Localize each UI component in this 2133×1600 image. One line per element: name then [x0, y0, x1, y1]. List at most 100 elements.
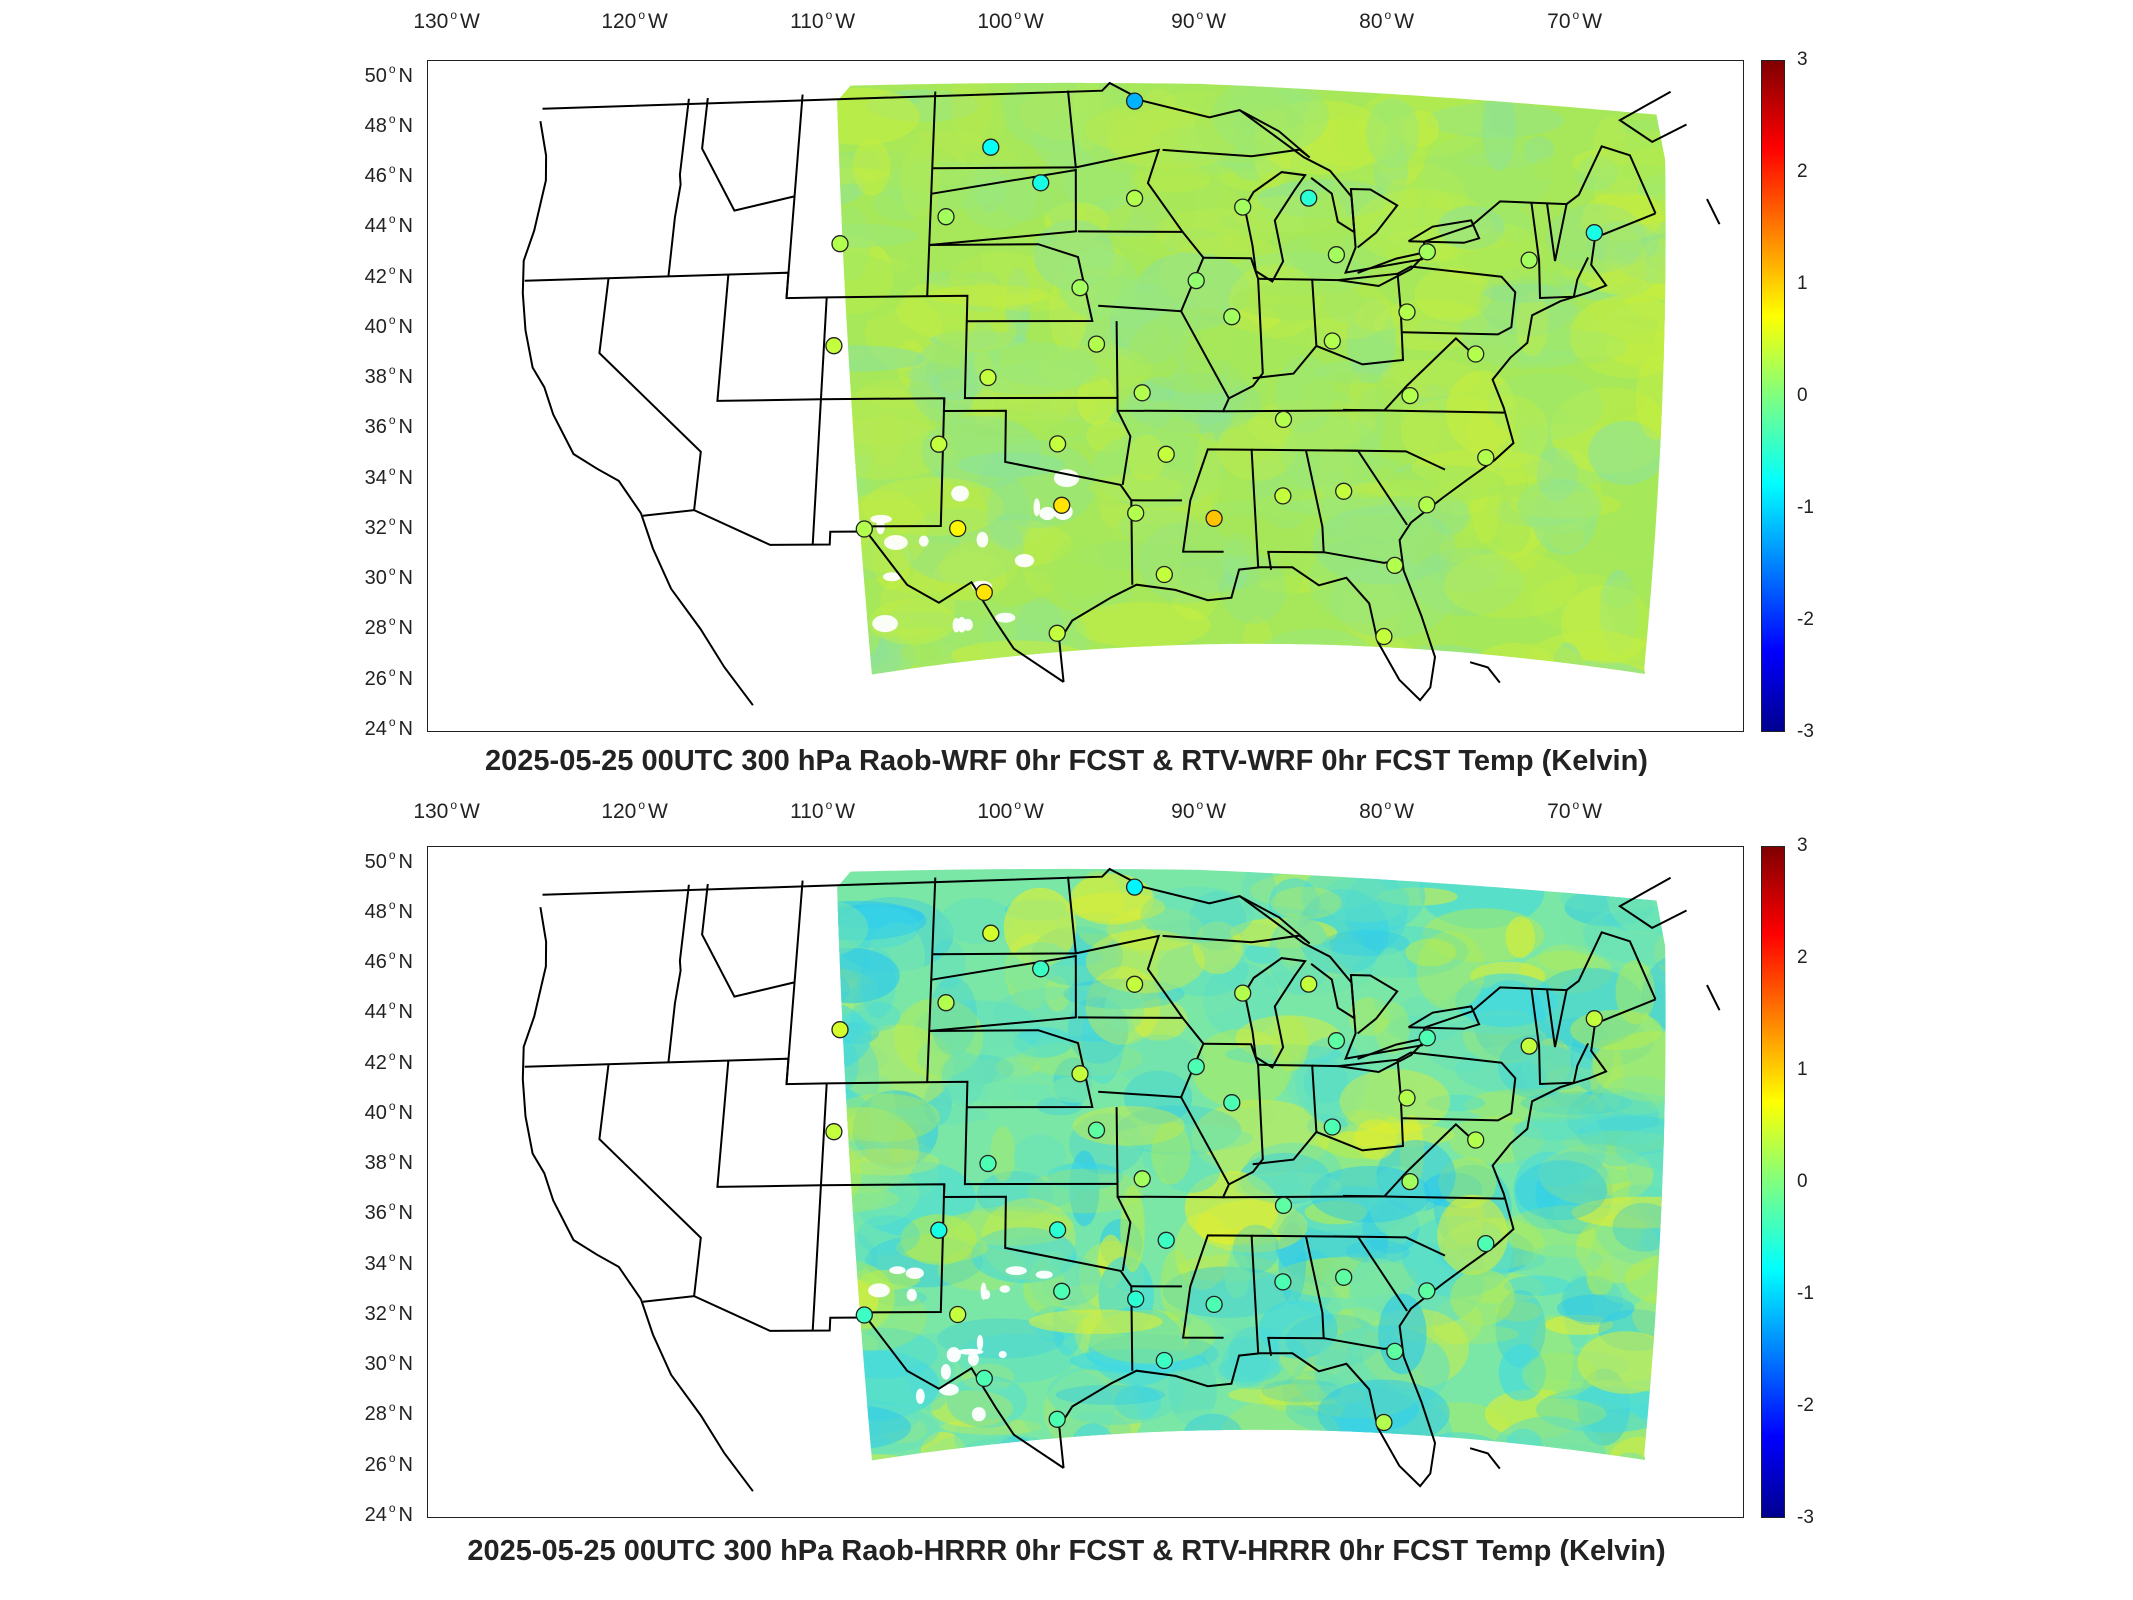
lon-tick-suffix: W	[648, 10, 668, 33]
map-frame-top[interactable]	[427, 60, 1744, 732]
degree-symbol: o	[388, 1350, 396, 1365]
model-field-patch	[1388, 465, 1506, 502]
model-field-patch	[694, 591, 789, 668]
degree-symbol: o	[388, 1400, 396, 1415]
model-field-patch	[837, 1161, 920, 1228]
model-field-patch	[837, 608, 886, 675]
raob-station-marker	[1133, 384, 1151, 402]
raob-station-marker	[1520, 251, 1538, 269]
state-boundary	[701, 97, 795, 212]
model-field-patch	[1255, 100, 1390, 175]
lat-tick-label: 24 o N	[343, 715, 413, 741]
model-field-patch	[1512, 1117, 1603, 1141]
model-field-patch	[921, 415, 1041, 489]
model-field-patch	[868, 433, 933, 514]
colorbar-tick-label: -1	[1797, 1283, 1814, 1304]
raob-station-marker	[1032, 174, 1050, 192]
lat-tick-suffix: N	[398, 1202, 413, 1225]
model-field-patch	[699, 274, 745, 308]
lat-tick-label: 34 o N	[343, 464, 413, 490]
model-field-patch	[721, 1320, 806, 1349]
model-field-patch	[1123, 1070, 1193, 1124]
map-frame-bottom[interactable]	[427, 846, 1744, 1518]
model-field-patch	[1129, 308, 1273, 394]
model-field-patch	[925, 1028, 1015, 1054]
degree-symbol: o	[1384, 8, 1392, 22]
model-field-patch	[1323, 930, 1410, 956]
state-boundary	[716, 273, 1134, 585]
model-field-patch	[1127, 434, 1165, 482]
lon-tick-label: 100 o W	[977, 8, 1044, 34]
model-field-patch	[750, 1082, 807, 1139]
lat-tick-suffix: N	[398, 516, 413, 539]
degree-symbol: o	[388, 312, 396, 327]
model-field-patch	[1615, 960, 1655, 1025]
lat-tick-number: 48	[364, 900, 387, 923]
raob-station-marker	[1386, 556, 1404, 575]
map-svg-top	[521, 81, 1721, 732]
lat-tick-label: 28 o N	[343, 614, 413, 640]
raob-station-marker	[1401, 386, 1419, 405]
model-field-patch	[886, 1105, 989, 1126]
missing-data-patch	[906, 1288, 917, 1302]
raob-station-marker	[1125, 189, 1144, 207]
lat-tick-number: 44	[364, 215, 387, 238]
model-field-patch	[1105, 100, 1161, 164]
raob-station-marker	[1401, 1172, 1419, 1191]
model-field-patch	[660, 658, 772, 732]
model-field-patch	[1346, 681, 1380, 717]
model-field-patch	[1224, 1250, 1250, 1299]
lon-tick-number: 80	[1359, 10, 1383, 33]
model-field-patch	[837, 1131, 839, 1185]
model-field-patch	[1455, 973, 1558, 1028]
lon-tick-number: 130	[413, 10, 449, 33]
lat-tick-suffix: N	[398, 951, 413, 974]
lon-tick-number: 70	[1547, 10, 1571, 33]
model-field-patch	[1162, 1150, 1220, 1193]
model-field-patch	[1532, 1480, 1597, 1518]
degree-symbol: o	[638, 8, 646, 22]
model-field-patch	[1219, 532, 1257, 577]
model-field-patch	[1599, 519, 1666, 561]
model-field-patch	[1304, 1200, 1368, 1225]
model-field-patch	[787, 1439, 837, 1518]
lon-tick-suffix: W	[460, 800, 480, 823]
model-field-patch	[1432, 666, 1542, 675]
model-field-patch	[1220, 649, 1272, 675]
model-field-patch	[1194, 82, 1293, 164]
model-field-patch	[1348, 997, 1390, 1037]
model-field-patch	[1258, 1300, 1338, 1359]
lon-tick-suffix: W	[1394, 10, 1415, 33]
raob-station-marker	[982, 138, 1000, 156]
raob-station-marker	[1323, 332, 1341, 350]
state-boundary	[929, 168, 1077, 246]
canada-east-coast	[1617, 90, 1687, 144]
colorbar-tick-label: -3	[1797, 721, 1814, 742]
model-field-patch	[880, 161, 1012, 210]
model-field-patch	[1443, 505, 1544, 561]
model-field-patch	[1378, 1293, 1427, 1375]
raob-station-marker	[1335, 482, 1353, 500]
lat-tick-number: 42	[364, 265, 387, 288]
model-field-patch	[1540, 1478, 1573, 1503]
model-field-patch	[837, 164, 866, 207]
lon-tick-label: 120 o W	[601, 798, 668, 824]
model-field-patch	[725, 1007, 749, 1054]
missing-data-patch	[1005, 1266, 1027, 1276]
missing-data-patch	[1014, 554, 1035, 568]
model-field-patch	[1157, 370, 1267, 409]
raob-station-marker	[1234, 984, 1252, 1002]
lat-tick-number: 50	[364, 850, 387, 873]
bahamas-outline	[1469, 1447, 1501, 1470]
lon-tick-number: 110	[790, 800, 824, 823]
raob-station-marker	[930, 435, 948, 453]
state-boundary	[1067, 876, 1184, 1019]
model-field-patch	[1395, 322, 1464, 351]
model-field-patch	[1116, 1105, 1242, 1156]
degree-symbol: o	[1196, 8, 1204, 22]
degree-symbol: o	[388, 948, 396, 963]
east-gulf-coastline	[1058, 212, 1656, 702]
model-field-patch	[1315, 360, 1395, 384]
model-field-patch	[1182, 508, 1285, 557]
degree-symbol: o	[1572, 8, 1580, 22]
